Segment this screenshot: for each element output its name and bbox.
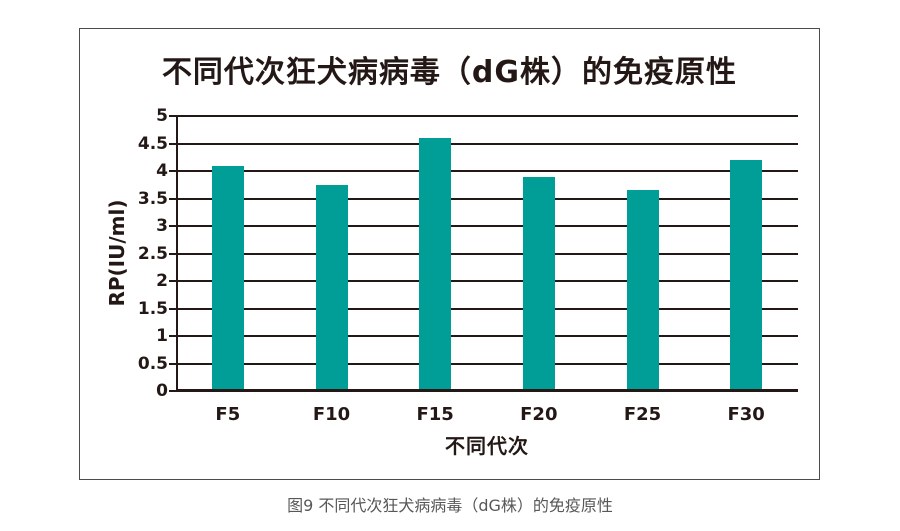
- plot-area: [169, 115, 798, 392]
- bar-F20: [522, 176, 555, 391]
- x-axis-line: [176, 389, 798, 392]
- chart-title: 不同代次狂犬病病毒（dG株）的免疫原性: [161, 55, 738, 90]
- y-tick-label-1: 1: [156, 326, 168, 346]
- bar-F5: [211, 165, 244, 391]
- gridline-3: [176, 225, 798, 227]
- y-tick-label-2.5: 2.5: [137, 243, 168, 264]
- y-tick-label-5: 5: [156, 106, 168, 126]
- y-tick-label-2: 2: [156, 271, 168, 291]
- y-tick-label-3.5: 3.5: [137, 188, 168, 209]
- bar-F15: [419, 138, 452, 391]
- gridline-2: [176, 280, 798, 282]
- bar-F25: [626, 190, 659, 391]
- y-axis-line: [176, 116, 178, 391]
- gridline-0.5: [176, 362, 798, 365]
- gridline-1: [176, 335, 798, 337]
- y-tick-mark: [169, 335, 176, 337]
- y-tick-label-0: 0: [156, 381, 168, 401]
- y-tick-mark: [169, 390, 176, 392]
- figure-caption: 图9 不同代次狂犬病病毒（dG株）的免疫原性: [287, 496, 613, 515]
- y-tick-mark: [169, 225, 176, 227]
- y-tick-mark: [169, 362, 176, 365]
- y-tick-mark: [169, 280, 176, 282]
- gridline-3.5: [176, 197, 798, 200]
- x-tick-label-F30: F30: [727, 404, 765, 425]
- y-tick-mark: [169, 142, 176, 145]
- y-tick-label-4.5: 4.5: [137, 133, 168, 154]
- y-tick-mark: [169, 252, 176, 255]
- y-tick-label-1.5: 1.5: [137, 298, 168, 319]
- gridline-4: [176, 170, 798, 172]
- x-tick-label-F25: F25: [623, 404, 662, 425]
- x-axis-title: 不同代次: [445, 434, 529, 458]
- gridline-5: [176, 115, 798, 117]
- gridline-4.5: [176, 142, 798, 145]
- bar-F30: [730, 160, 763, 391]
- y-tick-label-3: 3: [156, 216, 168, 236]
- gridline-2.5: [176, 252, 798, 255]
- x-tick-label-F10: F10: [312, 404, 351, 425]
- chart-frame: 不同代次狂犬病病毒（dG株）的免疫原性 RP(IU/ml) 0 0.5 1 1.5 2 2…: [79, 28, 820, 480]
- y-tick-label-4: 4: [156, 161, 168, 181]
- gridline-1.5: [176, 307, 798, 310]
- y-tick-mark: [169, 307, 176, 310]
- y-tick-label-0.5: 0.5: [137, 353, 168, 374]
- y-tick-mark: [169, 170, 176, 172]
- y-tick-mark: [169, 115, 176, 117]
- bar-F10: [315, 184, 348, 391]
- x-tick-label-F20: F20: [520, 404, 558, 425]
- x-tick-label-F5: F5: [215, 404, 241, 425]
- x-tick-label-F15: F15: [416, 404, 454, 425]
- y-tick-mark: [169, 197, 176, 200]
